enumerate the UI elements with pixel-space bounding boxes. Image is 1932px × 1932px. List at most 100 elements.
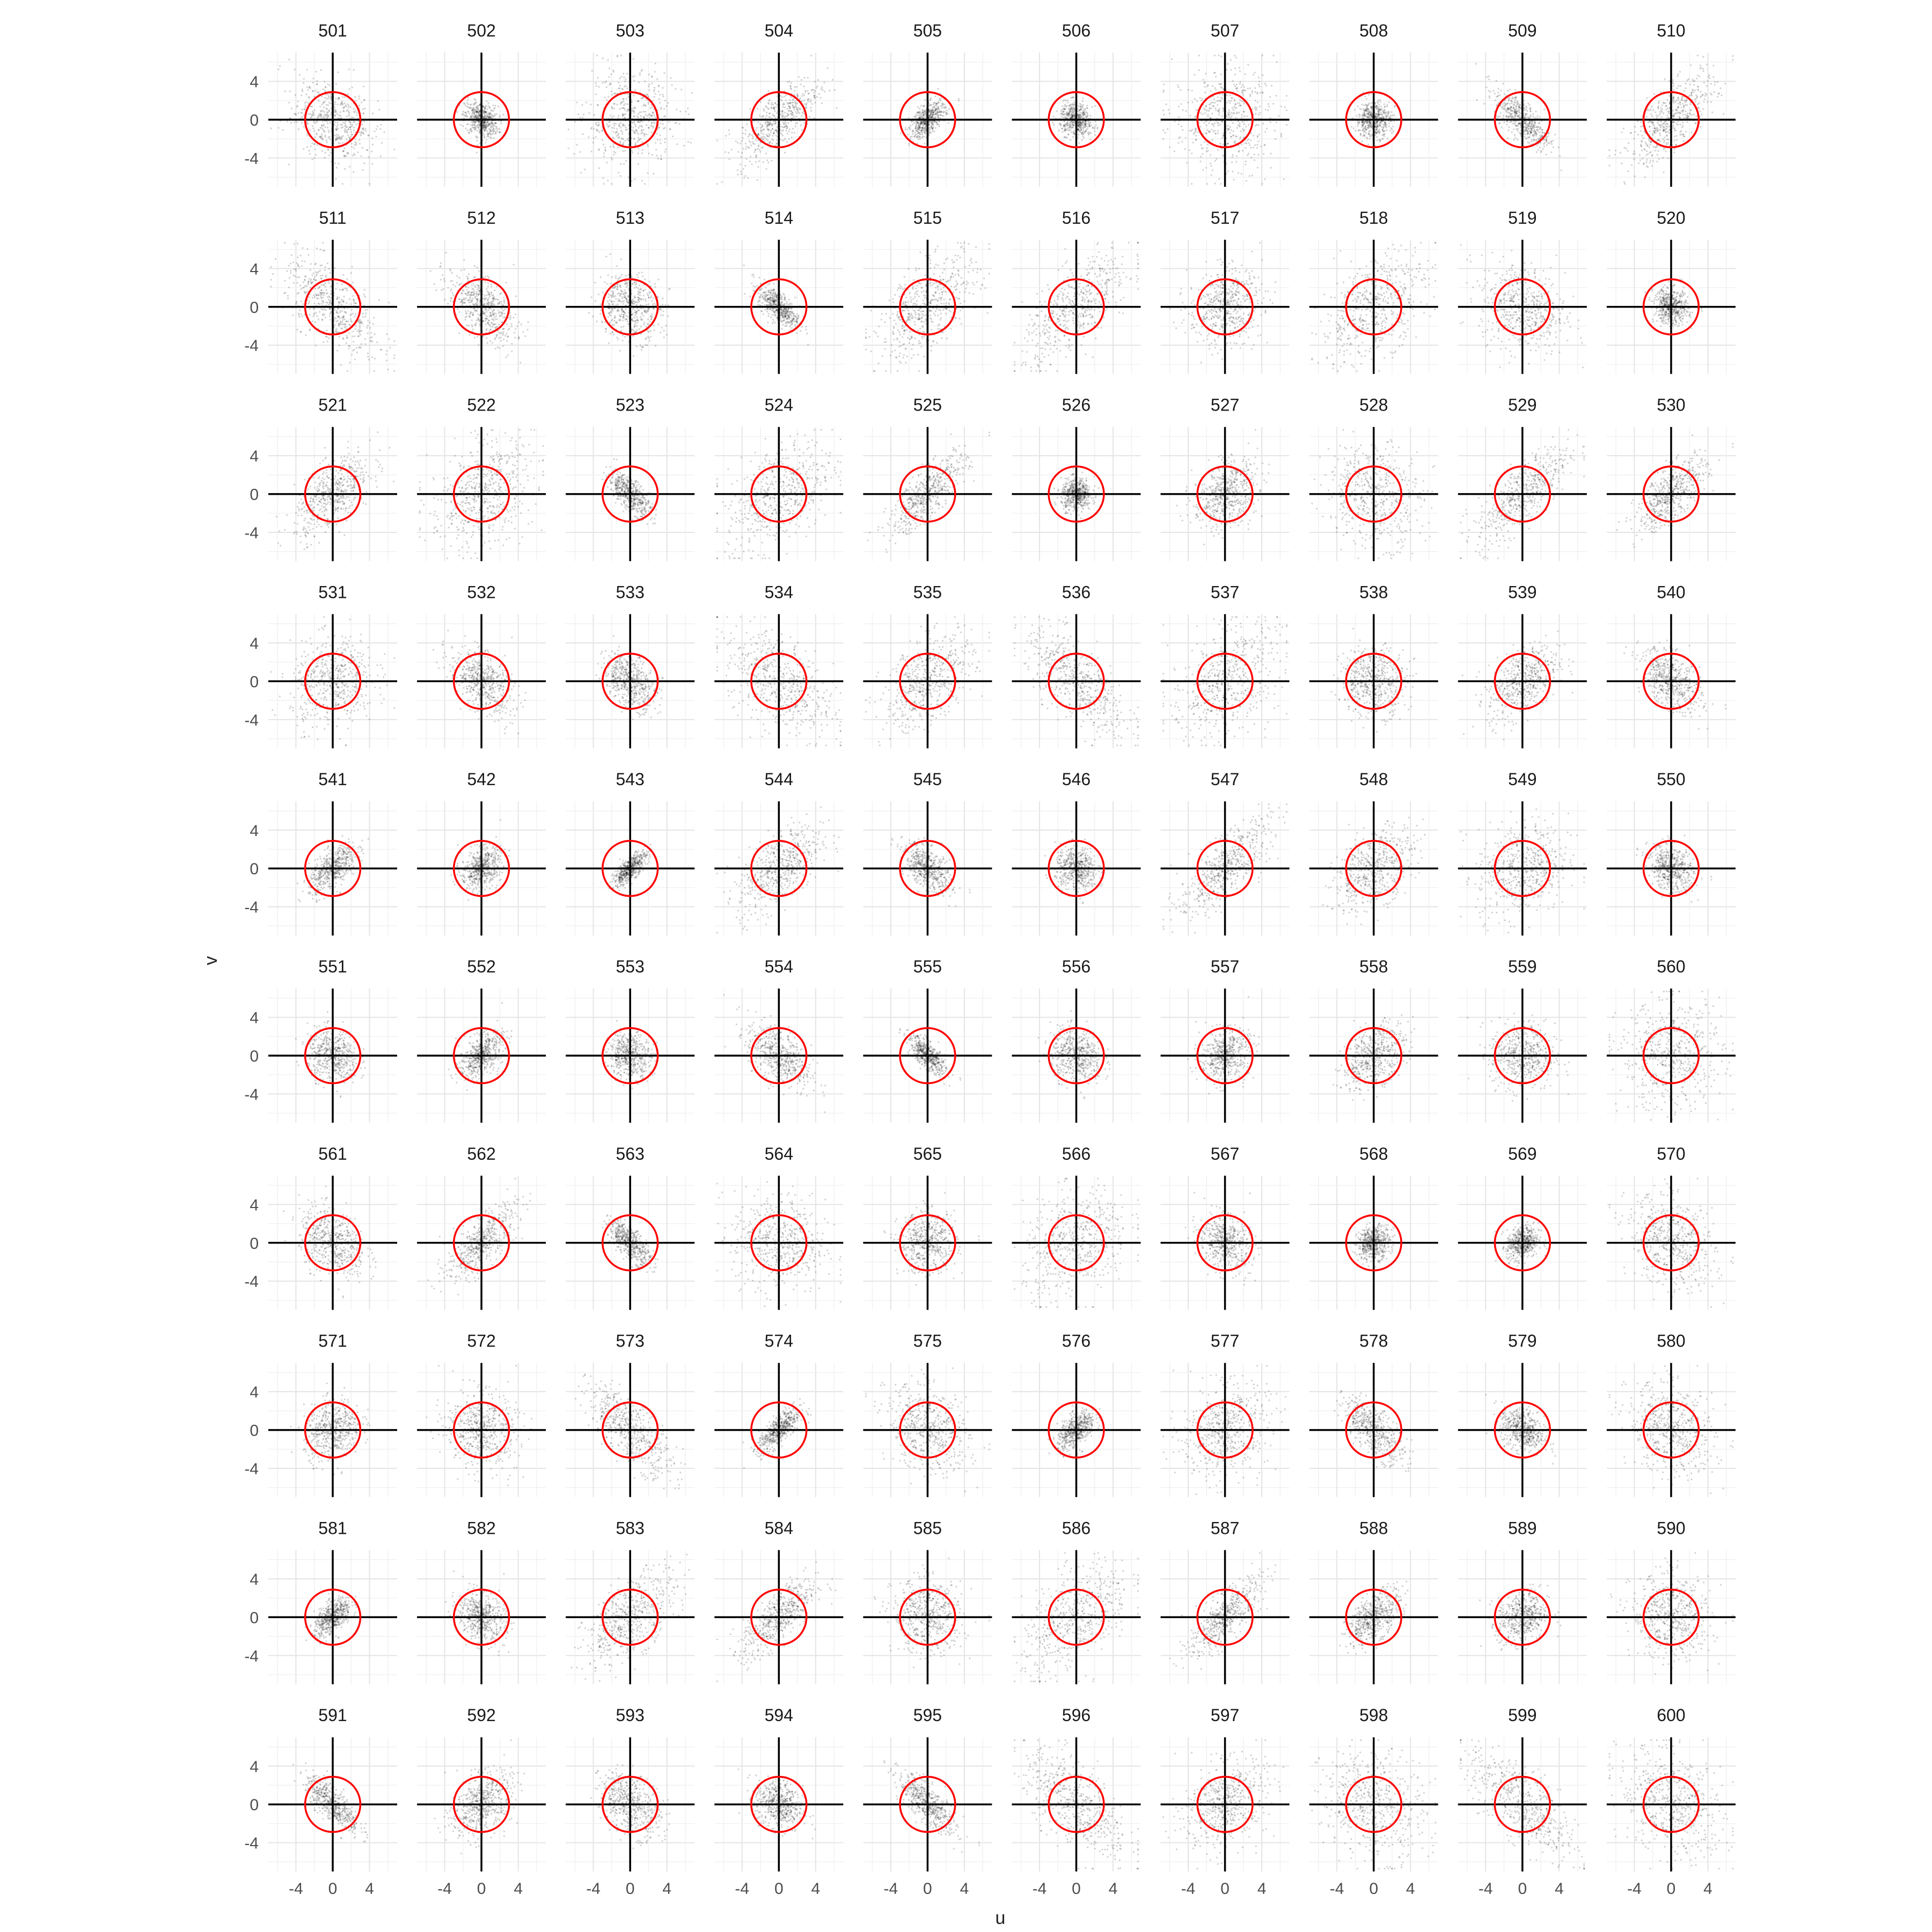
data-point xyxy=(471,113,473,115)
data-point xyxy=(946,112,947,114)
data-point xyxy=(794,132,795,134)
data-point xyxy=(690,142,692,143)
data-point xyxy=(623,76,625,78)
data-point xyxy=(814,95,815,97)
data-point xyxy=(784,112,786,113)
facet-title: 503 xyxy=(616,21,645,40)
data-point xyxy=(477,125,479,126)
data-point xyxy=(649,89,650,91)
data-point xyxy=(618,136,620,138)
data-point xyxy=(371,137,373,139)
data-point xyxy=(775,143,777,144)
data-point xyxy=(348,111,349,112)
data-point xyxy=(490,134,492,136)
data-point xyxy=(774,111,775,112)
data-point xyxy=(624,86,625,87)
data-point xyxy=(350,131,352,133)
data-point xyxy=(663,116,665,118)
data-point xyxy=(336,167,338,169)
data-point xyxy=(816,85,818,87)
data-point xyxy=(936,112,938,114)
data-point xyxy=(299,74,301,76)
data-point xyxy=(460,124,462,126)
data-point xyxy=(795,116,797,118)
data-point xyxy=(325,107,327,109)
data-point xyxy=(646,134,647,135)
data-point xyxy=(376,128,377,130)
data-point xyxy=(939,126,940,127)
data-point xyxy=(489,107,491,108)
data-point xyxy=(745,148,747,150)
data-point xyxy=(679,123,680,125)
data-point xyxy=(475,114,477,115)
data-point xyxy=(772,140,774,141)
data-point xyxy=(593,137,595,139)
data-point xyxy=(582,117,583,119)
data-point xyxy=(626,98,627,99)
data-point xyxy=(908,143,910,144)
data-point xyxy=(664,127,665,129)
data-point xyxy=(631,150,633,152)
data-point xyxy=(749,140,750,142)
data-point xyxy=(653,173,654,174)
data-point xyxy=(760,132,762,134)
data-point xyxy=(598,149,600,151)
data-point xyxy=(763,108,765,110)
data-point xyxy=(346,126,348,128)
data-point xyxy=(316,80,318,82)
data-point xyxy=(475,121,477,123)
data-point xyxy=(610,115,611,116)
data-point xyxy=(349,121,350,123)
data-point xyxy=(789,107,791,109)
data-point xyxy=(788,138,790,140)
data-point xyxy=(607,60,609,61)
data-point xyxy=(617,55,618,56)
data-point xyxy=(591,127,592,128)
data-point xyxy=(764,123,766,125)
data-point xyxy=(663,72,665,74)
data-point xyxy=(795,104,796,106)
data-point xyxy=(620,175,621,177)
data-point xyxy=(765,168,767,170)
data-point xyxy=(784,138,786,140)
data-point xyxy=(297,101,299,103)
data-point xyxy=(310,106,312,107)
data-point xyxy=(379,128,381,130)
data-point xyxy=(783,140,785,141)
data-point xyxy=(765,117,766,119)
data-point xyxy=(757,148,758,150)
data-point xyxy=(330,103,332,104)
data-point xyxy=(326,104,327,106)
data-point xyxy=(620,127,621,128)
data-point xyxy=(482,106,484,107)
data-point xyxy=(648,101,649,103)
data-point xyxy=(309,150,310,151)
data-point xyxy=(797,107,799,109)
data-point xyxy=(784,96,785,97)
data-point xyxy=(298,112,299,114)
data-point xyxy=(640,115,642,117)
data-point xyxy=(614,92,616,94)
data-point xyxy=(316,134,318,135)
data-point xyxy=(607,126,609,127)
data-point xyxy=(489,136,491,138)
data-point xyxy=(312,125,313,127)
data-point xyxy=(645,111,646,113)
data-point xyxy=(467,123,469,125)
data-point xyxy=(659,102,661,104)
data-point xyxy=(660,108,662,109)
data-point xyxy=(752,137,753,139)
data-point xyxy=(784,126,785,127)
data-point xyxy=(937,88,939,90)
data-point xyxy=(781,116,783,118)
data-point xyxy=(350,123,352,125)
data-point xyxy=(760,101,762,103)
data-point xyxy=(647,144,648,145)
data-point xyxy=(355,138,356,140)
data-point xyxy=(935,113,936,115)
data-point xyxy=(786,141,788,143)
data-point xyxy=(931,104,932,106)
data-point xyxy=(302,90,303,92)
data-point xyxy=(580,117,581,119)
data-point xyxy=(277,69,279,70)
